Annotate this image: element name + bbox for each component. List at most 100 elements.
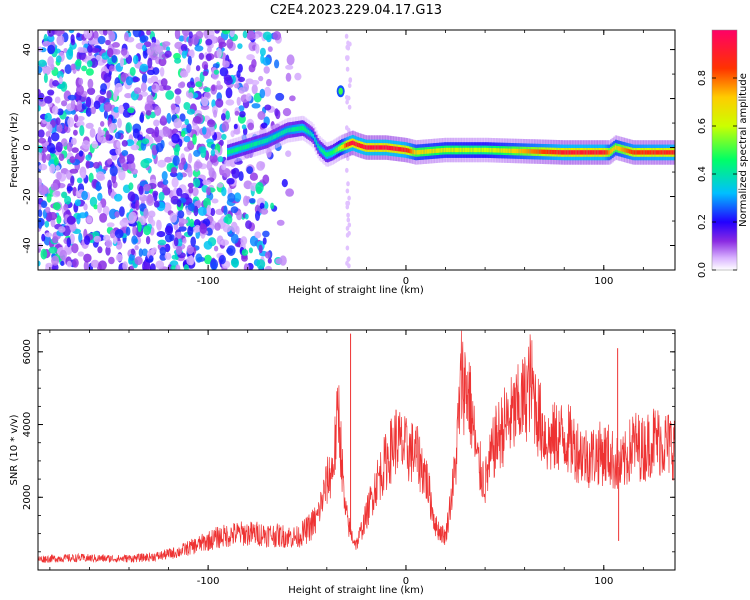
spectrogram-noise-blob — [127, 107, 135, 114]
spectrogram-ridge-cell — [505, 148, 508, 153]
spectrogram-noise-blob — [40, 248, 48, 260]
spectrogram-noise-blob — [160, 115, 166, 122]
spectrogram-ridge-cell — [336, 147, 339, 152]
spectrogram-ridge-cell — [494, 148, 497, 153]
spectrogram-noise-blob — [198, 52, 205, 60]
spectrogram-noise-blob — [151, 84, 157, 90]
spectrogram-noise-blob — [231, 167, 240, 179]
spectrogram-noise-blob — [107, 179, 112, 190]
spectrogram-noise-blob — [178, 162, 184, 171]
spectrogram-ridge-cell — [272, 134, 276, 140]
spectrogram-noise-blob — [345, 125, 349, 131]
spectrogram-ridge-cell — [527, 149, 530, 154]
spectrogram-noise-blob — [142, 48, 148, 59]
spectrogram-noise-blob — [121, 140, 128, 147]
spectrogram-noise-blob — [137, 221, 142, 233]
spectrogram-noise-blob — [108, 256, 115, 265]
snr-series-line — [38, 330, 675, 564]
spectrogram-noise-blob — [76, 115, 85, 122]
spectrogram-noise-blob — [41, 233, 46, 242]
spectrogram-noise-blob — [217, 156, 224, 163]
spectrogram-noise-blob — [187, 167, 193, 178]
spectrogram-ridge-cell — [545, 149, 548, 155]
spectrogram-noise-blob — [144, 103, 153, 113]
spectrogram-noise-blob — [38, 104, 41, 112]
spectrogram-ridge-cell — [396, 146, 399, 152]
spectrogram-noise-blob — [67, 117, 75, 128]
spectrogram-noise-blob — [213, 245, 219, 252]
spectrogram-ridge-cell — [271, 135, 274, 140]
spectrogram-ridge-cell — [627, 148, 630, 154]
spectrogram-noise-blob — [203, 64, 208, 71]
spectrogram-noise-blob — [251, 58, 257, 69]
spectrogram-ridge-cell — [439, 148, 442, 153]
colorbar: 0.0 0.2 0.4 0.6 0.8 Normalized spectral ampl… — [697, 29, 749, 278]
spectrogram-ridge-cell — [470, 147, 473, 153]
spectrogram-noise-blob — [274, 108, 279, 117]
spectrogram-noise-blob — [249, 172, 258, 181]
spectrogram-noise-blob — [120, 48, 128, 56]
spectrogram-noise-blob — [222, 60, 230, 68]
spectrogram-ridge-cell — [529, 149, 532, 154]
spectrogram-noise-blob — [93, 235, 102, 243]
spectrogram-noise-blob — [122, 163, 129, 172]
spectrogram-noise-blob — [85, 122, 94, 129]
spectrogram-noise-blob — [221, 163, 227, 171]
spectrogram-ridge-cell — [630, 149, 633, 155]
spectrogram-noise-blob — [163, 85, 172, 91]
spectrogram-noise-blob — [206, 53, 212, 62]
spectrogram-noise-blob — [174, 95, 181, 105]
spectrogram-noise-blob — [236, 96, 241, 106]
spectrogram-ridge-cell — [478, 147, 481, 153]
spectrogram-noise-blob — [223, 205, 228, 216]
spectrogram-noise-blob — [174, 57, 182, 64]
spectrogram-noise-blob — [159, 246, 166, 256]
spectrogram-ridge-cell — [416, 150, 420, 155]
spectrogram-noise-blob — [211, 84, 216, 92]
spectrogram-noise-blob — [147, 57, 153, 69]
spectrogram-noise-blob — [140, 159, 150, 169]
spectrogram-noise-blob — [105, 246, 111, 256]
spectrogram-ridge-cell — [668, 150, 671, 155]
spectrogram-x-tick-label: 0 — [403, 276, 409, 287]
spectrogram-ridge-cell — [284, 129, 287, 134]
spectrogram-noise-blob — [114, 131, 121, 140]
spectrogram-noise-blob — [219, 67, 229, 77]
spectrogram-noise-blob — [64, 64, 72, 75]
spectrogram-ridge-cell — [521, 148, 524, 154]
spectrogram-noise-blob — [125, 139, 135, 147]
spectrogram-ridge-cell — [442, 148, 445, 153]
spectrogram-ridge-cell — [458, 147, 461, 153]
spectrogram-ridge-cell — [451, 147, 454, 153]
spectrogram-ridge-cell — [646, 150, 649, 155]
spectrogram-noise-blob — [114, 87, 120, 97]
spectrogram-noise-blob — [83, 260, 89, 270]
spectrogram-noise-blob — [164, 156, 172, 163]
spectrogram-noise-blob — [204, 254, 212, 265]
spectrogram-noise-blob — [81, 140, 91, 150]
spectrogram-ridge-cell — [510, 148, 513, 153]
spectrogram-ridge-cell — [583, 150, 586, 155]
spectrogram-noise-blob — [46, 193, 52, 203]
spectrogram-noise-blob — [143, 183, 152, 192]
spectrogram-noise-blob — [161, 41, 171, 47]
spectrogram-ridge-cell — [670, 150, 673, 155]
spectrogram-ridge-cell — [448, 147, 451, 153]
spectrogram-ridge-cell — [288, 127, 291, 133]
spectrogram-noise-blob — [77, 120, 85, 128]
spectrogram-ridge-cell — [409, 148, 412, 154]
spectrogram-noise-blob — [186, 244, 194, 255]
spectrogram-noise-blob — [182, 238, 187, 244]
spectrogram-noise-blob — [130, 248, 136, 256]
spectrogram-ridge-cell — [508, 148, 511, 153]
spectrogram-ridge-cell — [397, 146, 401, 152]
spectrogram-ridge-cell — [404, 147, 407, 153]
spectrogram-ridge-cell — [557, 150, 560, 155]
spectrogram-noise-blob — [76, 84, 84, 96]
spectrogram-noise-blob — [203, 115, 211, 122]
spectrogram-ridge-cell — [553, 149, 556, 155]
spectrogram-ridge-cell — [352, 140, 355, 145]
spectrogram-noise-blob — [42, 65, 51, 76]
spectrogram-noise-blob — [345, 200, 349, 206]
spectrogram-noise-blob — [106, 90, 112, 99]
